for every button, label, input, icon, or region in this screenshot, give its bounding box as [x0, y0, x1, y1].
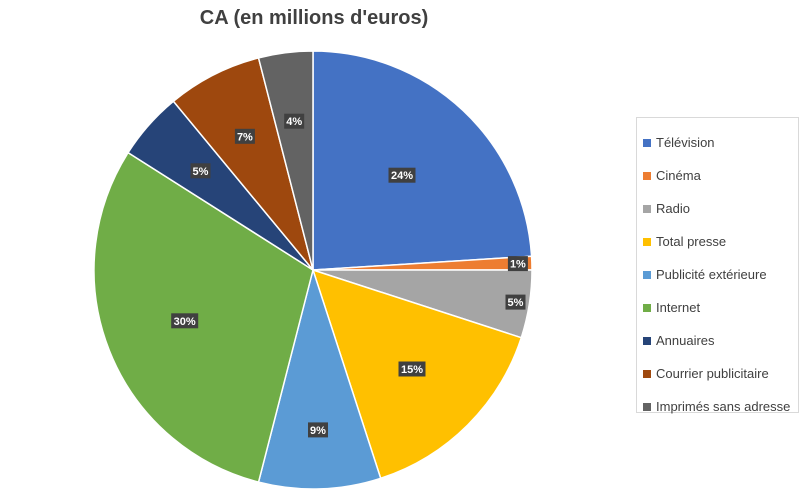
data-label-internet: 30%: [171, 313, 199, 329]
legend-swatch: [643, 303, 651, 312]
data-label-text: 15%: [401, 364, 423, 376]
legend-item-imprimes-sans-adresse: Imprimés sans adresse: [643, 390, 798, 423]
data-label-box: [505, 294, 526, 310]
data-label-box: [190, 163, 211, 179]
data-label-box: [507, 256, 528, 272]
legend-swatch: [643, 402, 651, 411]
data-label-text: 1%: [510, 259, 526, 271]
data-label-box: [171, 313, 199, 329]
legend-label: Télévision: [656, 135, 715, 150]
pie-slices: [93, 50, 533, 490]
legend-label: Cinéma: [656, 168, 701, 183]
legend-item-internet: Internet: [643, 291, 798, 324]
legend-item-annuaires: Annuaires: [643, 324, 798, 357]
legend-label: Imprimés sans adresse: [656, 399, 791, 414]
legend-swatch: [643, 237, 651, 246]
data-label-imprimes-sans-adresse: 4%: [284, 113, 305, 129]
pie-data-labels: 24% 1% 5% 15% 9% 30% 5% 7% 4%: [171, 113, 528, 438]
legend-swatch: [643, 171, 651, 180]
legend-swatch: [643, 336, 651, 345]
data-label-text: 30%: [174, 316, 196, 328]
data-label-box: [284, 113, 305, 129]
data-label-annuaires: 5%: [190, 163, 211, 179]
data-label-box: [308, 422, 328, 438]
data-label-courrier-publicitaire: 7%: [234, 128, 255, 144]
legend-label: Publicité extérieure: [656, 267, 767, 282]
data-label-television: 24%: [388, 167, 416, 183]
data-label-text: 7%: [237, 131, 253, 143]
data-label-text: 5%: [193, 166, 209, 178]
chart-legend: Télévision Cinéma Radio Total presse Publici…: [636, 117, 799, 414]
legend-item-television: Télévision: [643, 126, 798, 159]
data-label-radio: 5%: [505, 294, 526, 310]
legend-label: Courrier publicitaire: [656, 366, 769, 381]
legend-swatch: [643, 138, 651, 147]
data-label-text: 5%: [508, 297, 524, 309]
data-label-box: [388, 167, 416, 183]
legend-swatch: [643, 204, 651, 213]
legend-label: Radio: [656, 201, 690, 216]
legend-label: Total presse: [656, 234, 727, 249]
chart-title: CA (en millions d'euros): [199, 7, 429, 29]
pie-plot-area: 24% 1% 5% 15% 9% 30% 5% 7% 4%: [93, 50, 533, 490]
data-label-total-presse: 15%: [398, 361, 426, 377]
legend-label: Internet: [656, 300, 701, 315]
legend-item-radio: Radio: [643, 192, 798, 225]
legend-item-total-presse: Total presse: [643, 225, 798, 258]
legend-item-cinema: Cinéma: [643, 159, 798, 192]
pie-slice-publicite-exterieure: [257, 267, 382, 490]
data-label-text: 9%: [310, 425, 326, 437]
data-label-box: [398, 361, 426, 377]
data-label-text: 24%: [391, 170, 413, 182]
data-label-publicite-exterieure: 9%: [308, 422, 328, 438]
data-label-cinema: 1%: [507, 256, 528, 272]
legend-item-courrier-publicitaire: Courrier publicitaire: [643, 357, 798, 390]
pie-slice-internet: [93, 151, 314, 484]
legend-label: Annuaires: [656, 333, 715, 348]
data-label-box: [234, 128, 255, 144]
pie-slice-television: [312, 50, 533, 271]
legend-swatch: [643, 369, 651, 378]
data-label-text: 4%: [286, 116, 302, 128]
legend-swatch: [643, 270, 651, 279]
pie-slice-imprimes-sans-adresse: [257, 50, 314, 271]
legend-item-publicite-exterieure: Publicité extérieure: [643, 258, 798, 291]
